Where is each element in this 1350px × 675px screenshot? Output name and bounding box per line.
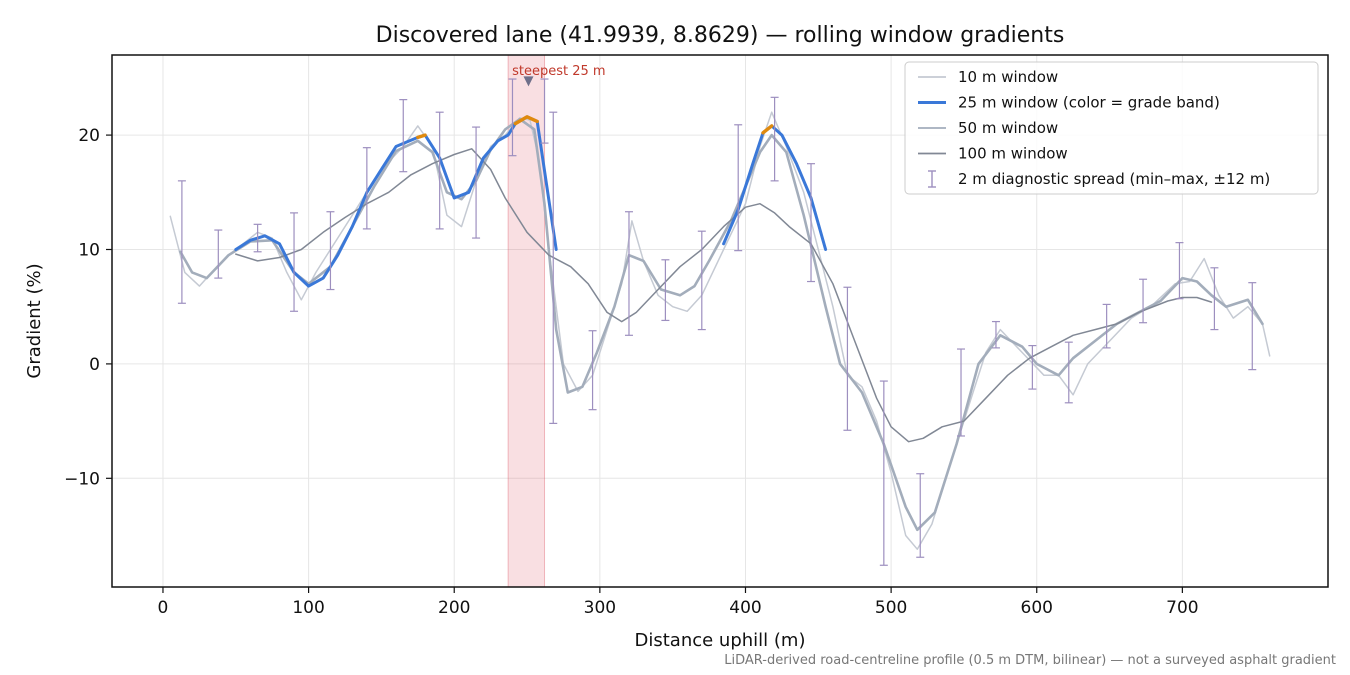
spread-bar xyxy=(540,78,549,144)
legend-label-spread: 2 m diagnostic spread (min–max, ±12 m) xyxy=(958,170,1270,188)
x-tick-label: 200 xyxy=(438,598,470,618)
axis-ticks: 0 100 200 300 400 500 600 700 −10 0 10 20 xyxy=(64,126,1198,618)
spread-bar xyxy=(362,147,371,230)
spread-bar xyxy=(734,124,743,252)
spread-bar xyxy=(957,348,966,437)
y-tick-label: −10 xyxy=(64,469,100,489)
spread-bar xyxy=(472,126,481,239)
spread-bar xyxy=(697,230,706,331)
spread-bar xyxy=(1139,278,1148,324)
steepest-marker xyxy=(523,76,534,87)
spread-bar xyxy=(214,229,223,279)
annotation: steepest 25 m xyxy=(512,64,606,87)
legend-label-2: 25 m window (color = grade band) xyxy=(958,94,1220,112)
legend-label-1: 10 m window xyxy=(958,68,1058,86)
x-tick-label: 700 xyxy=(1166,598,1198,618)
steep-segment xyxy=(761,124,774,135)
steep-segment xyxy=(416,133,427,140)
steepest-label: steepest 25 m xyxy=(512,64,605,79)
y-axis-label: Gradient (%) xyxy=(24,263,45,378)
x-tick-label: 100 xyxy=(292,598,324,618)
y-tick-label: 10 xyxy=(78,240,100,260)
spread-bar xyxy=(549,111,558,424)
spread-bar xyxy=(253,223,262,253)
spread-bar xyxy=(1248,282,1257,371)
x-tick-label: 500 xyxy=(875,598,907,618)
spread-bar xyxy=(1175,242,1184,300)
steep-segment xyxy=(513,115,539,126)
steepest-highlight xyxy=(507,54,546,588)
legend-label-3: 50 m window xyxy=(958,119,1058,137)
spread-bar xyxy=(1102,303,1111,349)
legend-box xyxy=(904,61,1319,195)
steepest-band xyxy=(507,54,546,588)
spread-bar xyxy=(1210,267,1219,331)
legend-label-4: 100 m window xyxy=(958,145,1068,163)
chart-title: Discovered lane (41.9939, 8.8629) — roll… xyxy=(376,23,1065,48)
x-tick-label: 0 xyxy=(158,598,169,618)
spread-bar xyxy=(588,330,597,411)
spread-bar xyxy=(661,259,670,322)
spread-bar xyxy=(991,320,1000,349)
x-tick-label: 300 xyxy=(584,598,616,618)
footnote: LiDAR-derived road-centreline profile (0… xyxy=(724,653,1336,668)
spread-bar xyxy=(177,180,186,304)
spread-bar xyxy=(624,211,633,336)
spread-bar xyxy=(916,473,925,558)
x-axis-label: Distance uphill (m) xyxy=(635,630,806,651)
spread-bar xyxy=(326,211,335,291)
spread-bar xyxy=(290,212,299,312)
spread-bar xyxy=(1028,344,1037,390)
spread-bar xyxy=(770,96,779,182)
spread-bar xyxy=(399,99,408,173)
x-tick-label: 400 xyxy=(729,598,761,618)
spread-bars xyxy=(177,78,1257,566)
spread-bar xyxy=(843,286,852,431)
spread-bar xyxy=(1064,341,1073,404)
y-tick-label: 20 xyxy=(78,126,100,146)
spread-bar xyxy=(508,78,517,157)
series-line-1 xyxy=(169,111,1271,550)
spread-bar xyxy=(807,163,816,283)
y-tick-label: 0 xyxy=(89,355,100,375)
plot-frame xyxy=(111,54,1329,588)
x-tick-label: 600 xyxy=(1021,598,1053,618)
spread-bar xyxy=(435,111,444,230)
spread-bar xyxy=(879,380,888,566)
legend: 10 m window 25 m window (color = grade ba… xyxy=(904,61,1319,195)
